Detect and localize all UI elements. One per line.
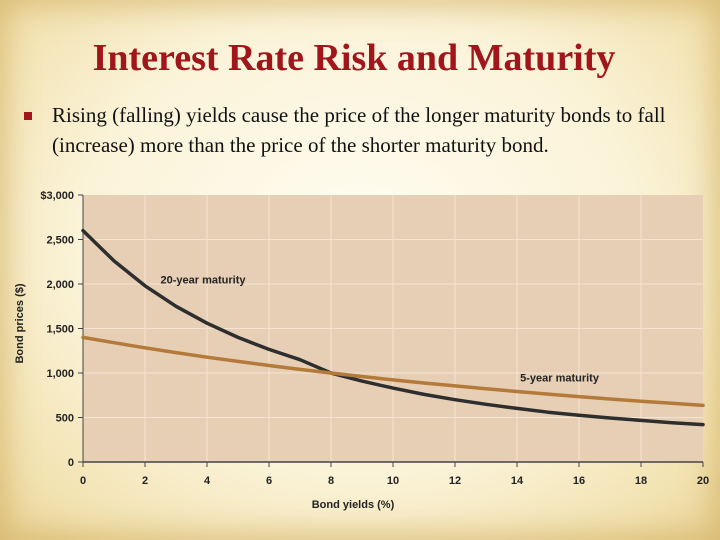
- x-tick-label: 2: [142, 475, 148, 487]
- series-label-5-year: 5-year maturity: [520, 372, 600, 384]
- bond-price-chart: 0 500 1,000 1,500 2,000 2,500 $3,000 0 2 4 6 8 10 12 1…: [14, 190, 709, 511]
- x-tick-label: 0: [80, 475, 86, 487]
- x-axis-title: Bond yields (%): [312, 499, 395, 511]
- series-line-5-year: [81, 335, 705, 408]
- y-tick-label: 500: [56, 413, 74, 425]
- series-line-20-year: [81, 228, 705, 427]
- x-tick-label: 8: [328, 475, 334, 487]
- x-tick-label: 16: [573, 475, 585, 487]
- y-tick-label: 1,000: [46, 368, 74, 380]
- x-tick-label: 6: [266, 475, 272, 487]
- series-lines: [81, 228, 705, 427]
- x-tick-label: 14: [511, 475, 524, 487]
- x-tick-label: 12: [449, 475, 461, 487]
- y-tick-label: $3,000: [40, 190, 74, 202]
- labels: 0 500 1,000 1,500 2,000 2,500 $3,000 0 2 4 6 8 10 12 1…: [14, 190, 709, 511]
- bullet-text: Rising (falling) yields cause the price …: [52, 103, 666, 157]
- x-tick-label: 20: [697, 475, 709, 487]
- bullet-square-icon: [24, 112, 32, 120]
- series-label-20-year: 20-year maturity: [161, 275, 247, 287]
- y-tick-label: 2,000: [46, 279, 74, 291]
- y-tick-label: 0: [68, 457, 74, 469]
- axes: [78, 194, 704, 467]
- y-tick-label: 2,500: [46, 235, 74, 247]
- y-axis-title: Bond prices ($): [14, 283, 26, 363]
- x-tick-label: 18: [635, 475, 647, 487]
- x-tick-label: 10: [387, 475, 399, 487]
- slide-title: Interest Rate Risk and Maturity: [92, 37, 616, 79]
- x-tick-label: 4: [204, 475, 211, 487]
- y-tick-label: 1,500: [46, 324, 74, 336]
